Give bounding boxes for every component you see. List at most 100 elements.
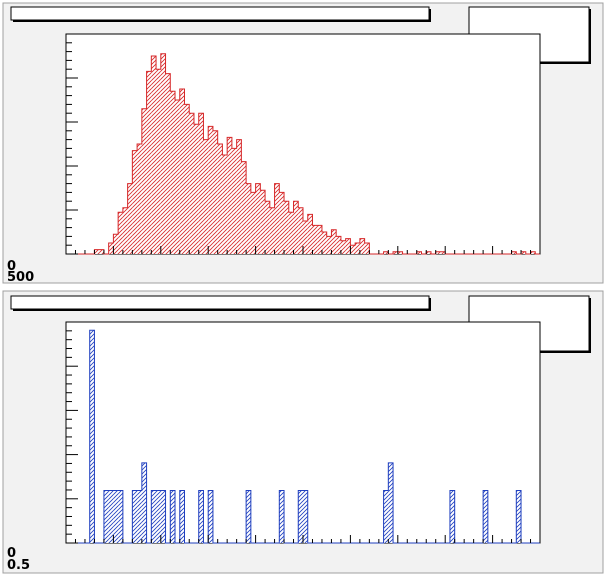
y-tick-label: 0: [7, 546, 16, 561]
histogram-bin: [127, 183, 133, 254]
histogram-bin: [331, 229, 337, 254]
histogram-bin: [184, 104, 190, 255]
histogram-bin: [326, 236, 332, 254]
histogram-bin: [160, 490, 166, 543]
histogram-bin: [516, 490, 522, 543]
histogram-bin: [94, 249, 100, 254]
histogram-bin: [118, 490, 123, 543]
histogram-bin: [312, 225, 318, 254]
histogram-bin: [99, 249, 104, 254]
histogram-bin: [151, 490, 157, 543]
histogram-bin: [175, 100, 180, 254]
histogram-bin: [321, 232, 327, 254]
histogram-bin: [393, 251, 398, 254]
histogram-bin: [388, 462, 394, 543]
histogram-bin: [137, 144, 142, 254]
histogram-bin: [222, 155, 228, 254]
histogram-bin: [255, 183, 261, 254]
histogram-bin: [336, 236, 341, 254]
histogram-bottom: [66, 329, 540, 544]
histogram-bin: [137, 490, 142, 543]
histogram-bin: [170, 91, 176, 254]
histogram-bin: [435, 251, 441, 254]
histogram-bin: [193, 124, 199, 254]
histogram-bin: [317, 225, 322, 254]
histogram-bin: [198, 113, 204, 254]
histogram-bin: [364, 243, 370, 254]
y-tick-label: 0.5: [7, 558, 30, 573]
histogram-bin: [307, 214, 313, 254]
histogram-bin: [426, 251, 431, 254]
histogram-bin: [179, 490, 185, 543]
histogram-bin: [303, 221, 308, 254]
histogram-bin: [483, 490, 488, 543]
histogram-bin: [265, 201, 270, 254]
histogram-bin: [217, 144, 223, 254]
histogram-bin: [521, 251, 526, 254]
histogram-bin: [108, 243, 114, 254]
histogram-top: [66, 53, 540, 255]
histogram-bin: [179, 89, 185, 254]
pad-bottom-title-box: [10, 295, 431, 311]
histogram-bin: [298, 207, 303, 254]
histogram-bin: [203, 139, 209, 254]
histogram-bin: [511, 251, 517, 254]
histogram-bin: [260, 190, 266, 254]
histogram-outline: [66, 53, 540, 255]
histogram-bin: [103, 490, 109, 543]
histogram-bin: [246, 490, 251, 543]
histogram-bin: [89, 330, 95, 543]
histogram-bin: [449, 490, 455, 543]
histogram-bin: [118, 212, 123, 254]
histogram-bin: [298, 490, 303, 543]
histogram-bin: [293, 201, 299, 254]
histogram-bin: [231, 148, 237, 254]
histogram-bin: [284, 201, 289, 254]
histogram-bin: [141, 108, 147, 254]
histogram-bin: [151, 56, 157, 254]
histogram-bin: [156, 490, 161, 543]
histogram-bin: [141, 462, 147, 543]
histogram-bin: [355, 243, 360, 254]
histogram-bin: [359, 238, 365, 254]
histogram-bin: [340, 240, 346, 254]
histogram-bin: [236, 139, 242, 254]
pad-top-title-box: [10, 6, 431, 22]
histogram-bin: [165, 73, 171, 254]
histogram-bin: [132, 150, 138, 254]
histogram-bin: [122, 207, 128, 254]
y-tick-label: 0: [7, 259, 16, 274]
histogram-bin: [212, 130, 218, 254]
histogram-bin: [345, 238, 351, 254]
histogram-bin: [269, 207, 275, 254]
histogram-bin: [189, 113, 194, 254]
histogram-bin: [383, 490, 389, 543]
histogram-bin: [146, 71, 152, 255]
histogram-bin: [530, 251, 536, 254]
histogram-bin: [303, 490, 308, 543]
histogram-bin: [241, 161, 247, 254]
histogram-bin: [108, 490, 114, 543]
histogram-bin: [113, 490, 119, 543]
histogram-bin: [274, 183, 280, 254]
histogram-bin: [440, 251, 446, 254]
histogram-bin: [113, 234, 119, 254]
histogram-bin: [160, 53, 166, 254]
histogram-bin: [246, 183, 251, 254]
histogram-bin: [208, 490, 213, 543]
histogram-bin: [279, 490, 285, 543]
histogram-bin: [350, 245, 356, 254]
y-tick-label: 500: [7, 270, 34, 285]
histogram-bin: [170, 490, 176, 543]
histogram-bin: [198, 490, 204, 543]
axes-bottom: 00.5: [7, 321, 541, 573]
histogram-bin: [279, 192, 285, 254]
histogram-bin: [250, 192, 256, 254]
histogram-bin: [416, 251, 422, 254]
pad-bottom: 00.5: [2, 290, 604, 574]
histogram-bin: [227, 137, 232, 254]
histogram-bin: [383, 251, 389, 254]
histogram-bin: [397, 251, 403, 254]
